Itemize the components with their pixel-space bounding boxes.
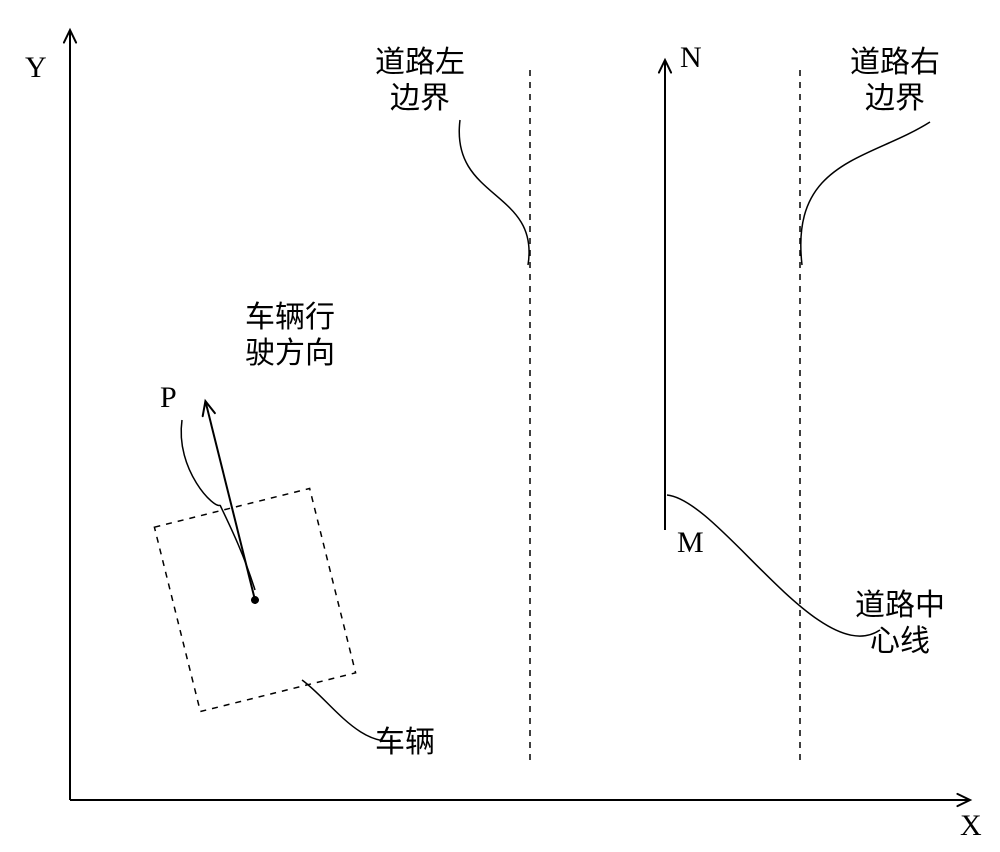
- centerline-m-label: M: [677, 525, 704, 561]
- vehicle-direction-label: 车辆行 驶方向: [245, 300, 335, 372]
- point-p-label: P: [160, 380, 177, 416]
- axis-x-label: X: [960, 808, 982, 844]
- centerline-n-label: N: [680, 40, 702, 76]
- diagram-canvas: X Y N M 道路左 边界 道路右 边界道路中 心线 车辆行 驶方向车辆 P: [0, 0, 1000, 852]
- road-right-boundary-label: 道路右 边界: [850, 45, 940, 117]
- axis-y-label: Y: [25, 50, 47, 86]
- vehicle-label: 车辆: [375, 725, 435, 761]
- road-left-boundary-label: 道路左 边界: [375, 45, 465, 117]
- diagram-svg: [0, 0, 1000, 852]
- road-centerline-label: 道路中 心线: [855, 588, 945, 660]
